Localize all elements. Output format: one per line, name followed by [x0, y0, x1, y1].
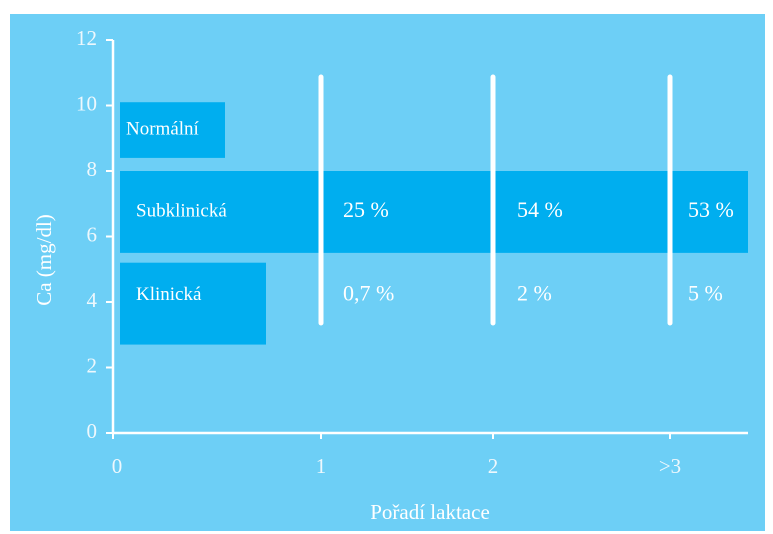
band-label: Subklinická	[136, 200, 227, 221]
percentage-label: 25 %	[343, 197, 389, 222]
y-tick-label: 4	[87, 288, 98, 312]
x-axis-label: Pořadí laktace	[370, 500, 490, 524]
band	[120, 102, 225, 158]
y-tick-label: 10	[76, 91, 97, 115]
band	[120, 262, 266, 345]
x-tick-label: 1	[316, 454, 327, 478]
percentage-label: 54 %	[517, 197, 563, 222]
band	[120, 171, 748, 253]
x-tick-label: 0	[112, 454, 123, 478]
x-tick-label: 2	[488, 454, 499, 478]
y-tick-label: 2	[87, 353, 98, 377]
percentage-label: 2 %	[517, 281, 552, 306]
band-label: Klinická	[136, 284, 202, 305]
y-tick-label: 8	[87, 157, 98, 181]
y-tick-label: 6	[87, 222, 98, 246]
percentage-label: 0,7 %	[343, 281, 394, 306]
band-label: Normální	[126, 118, 200, 139]
x-tick-label: >3	[659, 454, 681, 478]
y-tick-label: 12	[76, 26, 97, 50]
percentage-label: 5 %	[688, 281, 723, 306]
y-tick-label: 0	[87, 419, 98, 443]
percentage-label: 53 %	[688, 197, 734, 222]
y-axis-label: Ca (mg/dl)	[32, 214, 56, 306]
